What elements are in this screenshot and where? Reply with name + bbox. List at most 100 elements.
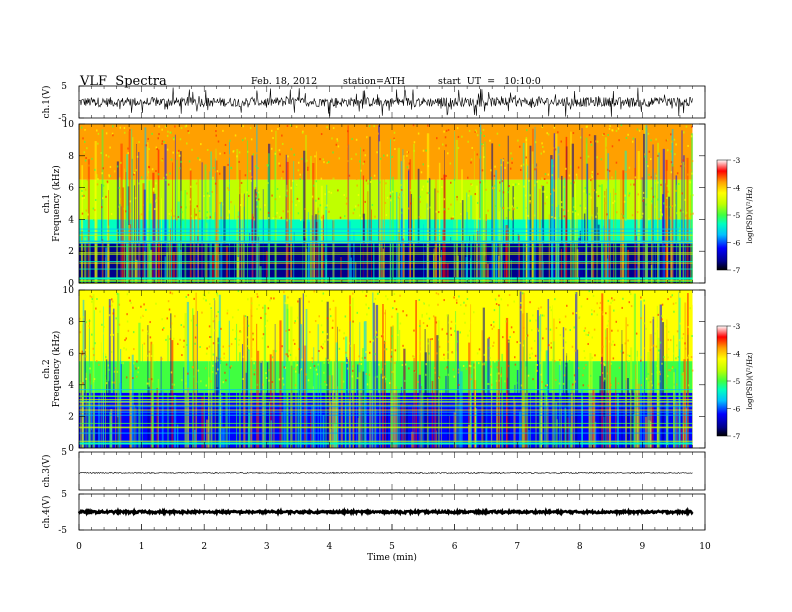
ch1-spectrogram-streak	[504, 263, 505, 283]
ch1-spectrogram-speckle	[224, 143, 227, 146]
ch1-spectrogram-speckle	[180, 126, 183, 129]
ch1-spectrogram-speckle	[391, 155, 394, 158]
ch2-spectrogram-streak	[112, 308, 115, 448]
ch1-spectrogram-streak	[172, 162, 173, 283]
ch2-spectrogram-speckle	[391, 335, 393, 338]
ch2-spectrogram-speckle	[532, 314, 534, 317]
ch1-spectrogram-speckle	[443, 130, 445, 133]
ch1-spectrogram-speckle	[421, 152, 423, 155]
ch1-spectrogram-streak	[650, 265, 653, 283]
ch1-spectrogram-speckle	[342, 191, 345, 194]
ch2-spectrogram-speckle	[672, 302, 675, 305]
ch2-spectrogram-speckle	[612, 340, 614, 343]
ch1-spectrogram-speckle	[84, 130, 87, 133]
ch2-spectrogram-speckle	[661, 314, 663, 317]
ch2-spectrogram-speckle	[546, 384, 549, 387]
ch2-spectrogram-speckle	[292, 339, 295, 342]
ch1-spectrogram-speckle	[542, 140, 545, 143]
ch1-spectrogram-speckle	[587, 155, 590, 158]
ch2-spectrogram-speckle	[473, 366, 476, 369]
ch1-spectrogram-speckle	[293, 153, 295, 156]
ch1-spectrogram-streak	[446, 263, 449, 283]
ch1-spectrogram-streak	[389, 139, 392, 283]
ch2-spectrogram-speckle	[473, 311, 475, 314]
ch2-spectrogram-speckle	[602, 345, 604, 348]
ch1-spectrogram-speckle	[82, 194, 85, 197]
ch1-spectrogram-speckle	[676, 172, 679, 175]
ch2-spectrogram-streak	[272, 349, 275, 448]
ch2-spectrogram-streak	[676, 402, 678, 448]
ch1-spectrogram-speckle	[425, 149, 427, 152]
ch2-spectrogram-speckle	[300, 368, 303, 371]
ch2-spectrogram-streak	[482, 307, 485, 448]
ch2-spectrogram-hline	[79, 395, 693, 397]
ch1-spectrogram-speckle	[641, 212, 644, 215]
ch1-spectrogram-speckle	[419, 200, 421, 203]
ch2-spectrogram-speckle	[536, 363, 539, 366]
ch1-spectrogram-speckle	[519, 168, 522, 171]
ch2-spectrogram-speckle	[143, 303, 145, 306]
ch1-spectrogram-speckle	[655, 138, 657, 141]
ch2-spectrogram-speckle	[212, 320, 215, 323]
ch1-spectrogram-speckle	[620, 124, 623, 127]
ch1-spectrogram-speckle	[507, 191, 509, 194]
ch2-spectrogram-speckle	[297, 300, 299, 303]
ch2-spectrogram-speckle	[447, 358, 450, 361]
ch1-spectrogram-streak	[259, 266, 262, 283]
ch2-spectrogram-speckle	[435, 292, 438, 295]
ch1-spectrogram-streak	[237, 211, 240, 283]
ch1-spectrogram-ytick-label: 6	[68, 184, 74, 194]
ch1-spectrogram-speckle	[271, 147, 273, 150]
ch2-spectrogram-speckle	[287, 296, 289, 299]
ch1-spectrogram-speckle	[211, 190, 213, 193]
ch2-spectrogram-speckle	[417, 352, 420, 355]
ch2-spectrogram-speckle	[136, 375, 138, 378]
ch2-spectrogram-speckle	[601, 353, 603, 356]
ch2-spectrogram-speckle	[110, 298, 113, 301]
ch2-spectrogram-speckle	[669, 339, 672, 342]
ch2-spectrogram-speckle	[251, 302, 253, 305]
ch2-spectrogram-speckle	[193, 375, 196, 378]
ch1-spectrogram-speckle	[206, 211, 209, 214]
ch1-spectrogram-streak	[150, 249, 153, 283]
ch1-spectrogram-speckle	[97, 178, 99, 181]
ch1-spectrogram-streak	[643, 133, 646, 283]
ch2-spectrogram-speckle	[95, 360, 98, 363]
ch2-spectrogram-speckle	[603, 377, 606, 380]
ch2-spectrogram-speckle	[369, 340, 372, 343]
ch1-spectrogram-speckle	[534, 168, 536, 171]
ch2-spectrogram-streak	[228, 320, 230, 448]
ch2-spectrogram-speckle	[607, 299, 610, 302]
ch2-spectrogram-streak	[92, 294, 95, 448]
ch1-spectrogram-speckle	[167, 130, 169, 133]
ch2-spectrogram-speckle	[422, 322, 425, 325]
ch2-spectrogram-speckle	[645, 377, 648, 380]
ch2-spectrogram-streak	[134, 404, 136, 448]
ch2-spectrogram-speckle	[239, 292, 241, 295]
ch1-spectrogram-speckle	[481, 143, 483, 146]
ch2-spectrogram-speckle	[350, 345, 352, 348]
ch1-spectrogram-speckle	[146, 176, 148, 179]
ch2-spectrogram-speckle	[505, 308, 507, 311]
ch1-spectrogram-speckle	[628, 194, 630, 197]
ch2-spectrogram-speckle	[391, 371, 393, 374]
ch1-spectrogram-streak	[315, 214, 318, 283]
ch1-spectrogram-speckle	[394, 129, 396, 132]
ch1-spectrogram-speckle	[136, 155, 139, 158]
ch1-spectrogram-speckle	[390, 199, 392, 202]
ch2-spectrogram-speckle	[574, 292, 577, 295]
ch2-spectrogram-speckle	[522, 326, 525, 329]
ch1-spectrogram-streak	[475, 185, 478, 283]
ch1-spectrogram-speckle	[367, 136, 369, 139]
ch1-spectrogram-speckle	[400, 184, 402, 187]
ch1-spectrogram-streak	[172, 251, 176, 283]
ch1-spectrogram-streak	[533, 238, 535, 283]
ch2-spectrogram-speckle	[284, 353, 287, 356]
ch1-spectrogram-speckle	[239, 204, 242, 207]
ch2-spectrogram-speckle	[493, 299, 496, 302]
ch1-spectrogram-speckle	[606, 178, 609, 181]
ch2-spectrogram-streak	[391, 326, 394, 448]
ch2-spectrogram-speckle	[534, 354, 537, 357]
ch1-spectrogram-speckle	[468, 190, 471, 193]
ch2-spectrogram-speckle	[377, 292, 379, 295]
